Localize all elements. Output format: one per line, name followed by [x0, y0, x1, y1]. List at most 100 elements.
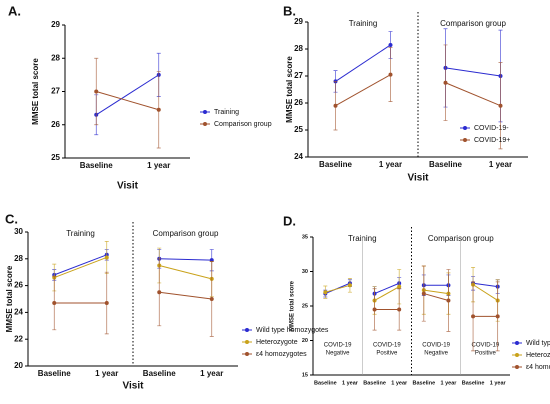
legend-marker	[245, 340, 249, 344]
panel-title: B.	[283, 3, 296, 18]
y-tick-label: 29	[294, 17, 303, 26]
y-tick-label: 35	[302, 234, 308, 240]
legend-label: ε4 homozygotes	[526, 364, 550, 371]
series-line	[374, 286, 400, 301]
panel-title: D.	[283, 213, 296, 228]
x-tick-label: 1 year	[200, 369, 223, 378]
series-line	[472, 282, 498, 288]
x-tick-label: 1 year	[379, 160, 402, 169]
series-line	[159, 265, 212, 280]
y-axis-label: MMSE total score	[290, 280, 296, 331]
data-point	[388, 72, 393, 77]
subgroup-label: COVID-19	[324, 343, 352, 349]
series-line	[423, 289, 449, 295]
x-tick-label: Baseline	[314, 380, 337, 386]
y-tick-label: 24	[294, 152, 303, 161]
y-tick-label: 26	[294, 98, 303, 107]
x-tick-label: Baseline	[143, 369, 176, 378]
data-point	[421, 291, 426, 296]
subgroup-label: Negative	[424, 351, 448, 357]
series-line	[54, 256, 107, 279]
x-tick-label: 1 year	[342, 380, 359, 386]
x-tick-label: Baseline	[363, 380, 386, 386]
y-tick-label: 24	[14, 308, 23, 317]
data-point	[388, 42, 393, 47]
legend-label: COVID-19+	[474, 137, 510, 144]
x-tick-label: Baseline	[462, 380, 485, 386]
panel-title: C.	[5, 211, 18, 226]
data-point	[209, 297, 214, 301]
x-tick-label: 1 year	[147, 161, 170, 170]
data-point	[52, 301, 57, 306]
series-line	[335, 44, 391, 82]
y-tick-label: 25	[294, 125, 303, 134]
y-tick-label: 27	[51, 87, 60, 96]
series-line	[472, 284, 498, 301]
subgroup-label: Positive	[475, 351, 497, 357]
x-axis-label: Visit	[117, 181, 139, 192]
y-axis-label: MMSE total score	[285, 56, 294, 123]
subgroup-label: COVID-19	[472, 343, 500, 349]
x-tick-label: Baseline	[429, 160, 462, 169]
x-tick-label: Baseline	[413, 380, 436, 386]
group-label: Comparison group	[153, 229, 219, 238]
y-tick-label: 22	[14, 334, 23, 343]
series-line	[374, 282, 400, 295]
group-label: Training	[349, 19, 378, 28]
y-tick-label: 25	[302, 303, 308, 309]
data-point	[498, 103, 503, 108]
data-point	[397, 284, 402, 289]
legend-label: COVID-19-	[474, 125, 509, 132]
series-line	[159, 258, 212, 261]
y-tick-label: 30	[302, 269, 308, 275]
x-tick-label: Baseline	[319, 160, 352, 169]
data-point	[443, 80, 448, 85]
x-axis-label: Visit	[123, 381, 145, 392]
legend-marker	[515, 341, 519, 345]
x-tick-label: Baseline	[38, 369, 71, 378]
legend-marker	[463, 126, 467, 130]
group-label: Comparison group	[440, 19, 506, 28]
data-point	[156, 107, 161, 112]
series-line	[95, 74, 160, 116]
y-tick-label: 26	[14, 281, 23, 290]
legend-label: Training	[214, 109, 239, 116]
legend-label: Heterozygote	[256, 339, 298, 346]
group-label: Training	[66, 229, 95, 238]
legend-label: Wild type homozygotes	[256, 327, 329, 334]
y-tick-label: 15	[302, 372, 308, 378]
data-point	[372, 307, 377, 312]
series-line	[54, 254, 107, 276]
data-point	[495, 314, 500, 319]
subgroup-label: Positive	[376, 351, 398, 357]
series-line	[96, 91, 159, 111]
y-axis-label: MMSE total score	[5, 265, 14, 332]
series-line	[445, 67, 501, 77]
y-tick-label: 28	[51, 53, 60, 62]
data-point	[397, 307, 402, 312]
legend-marker	[245, 328, 249, 332]
y-tick-label: 28	[14, 254, 23, 263]
data-point	[104, 255, 109, 260]
y-tick-label: 29	[51, 20, 60, 29]
y-tick-label: 27	[294, 71, 303, 80]
data-point	[323, 290, 328, 295]
data-point	[333, 103, 338, 108]
legend-marker	[203, 122, 207, 126]
legend-label: Wild type homozygotes	[526, 340, 550, 347]
legend-label: Comparison group	[214, 121, 272, 128]
x-axis-label: Visit	[408, 173, 430, 184]
data-point	[104, 301, 109, 306]
legend-marker	[203, 110, 207, 114]
series-line	[423, 293, 449, 301]
series-line	[445, 82, 501, 107]
y-tick-label: 20	[302, 338, 308, 344]
x-tick-label: 1 year	[489, 160, 512, 169]
legend-marker	[245, 352, 249, 356]
x-tick-label: 1 year	[490, 380, 507, 386]
legend-marker	[515, 353, 519, 357]
legend-marker	[515, 365, 519, 369]
data-point	[157, 290, 162, 295]
data-point	[94, 89, 99, 94]
